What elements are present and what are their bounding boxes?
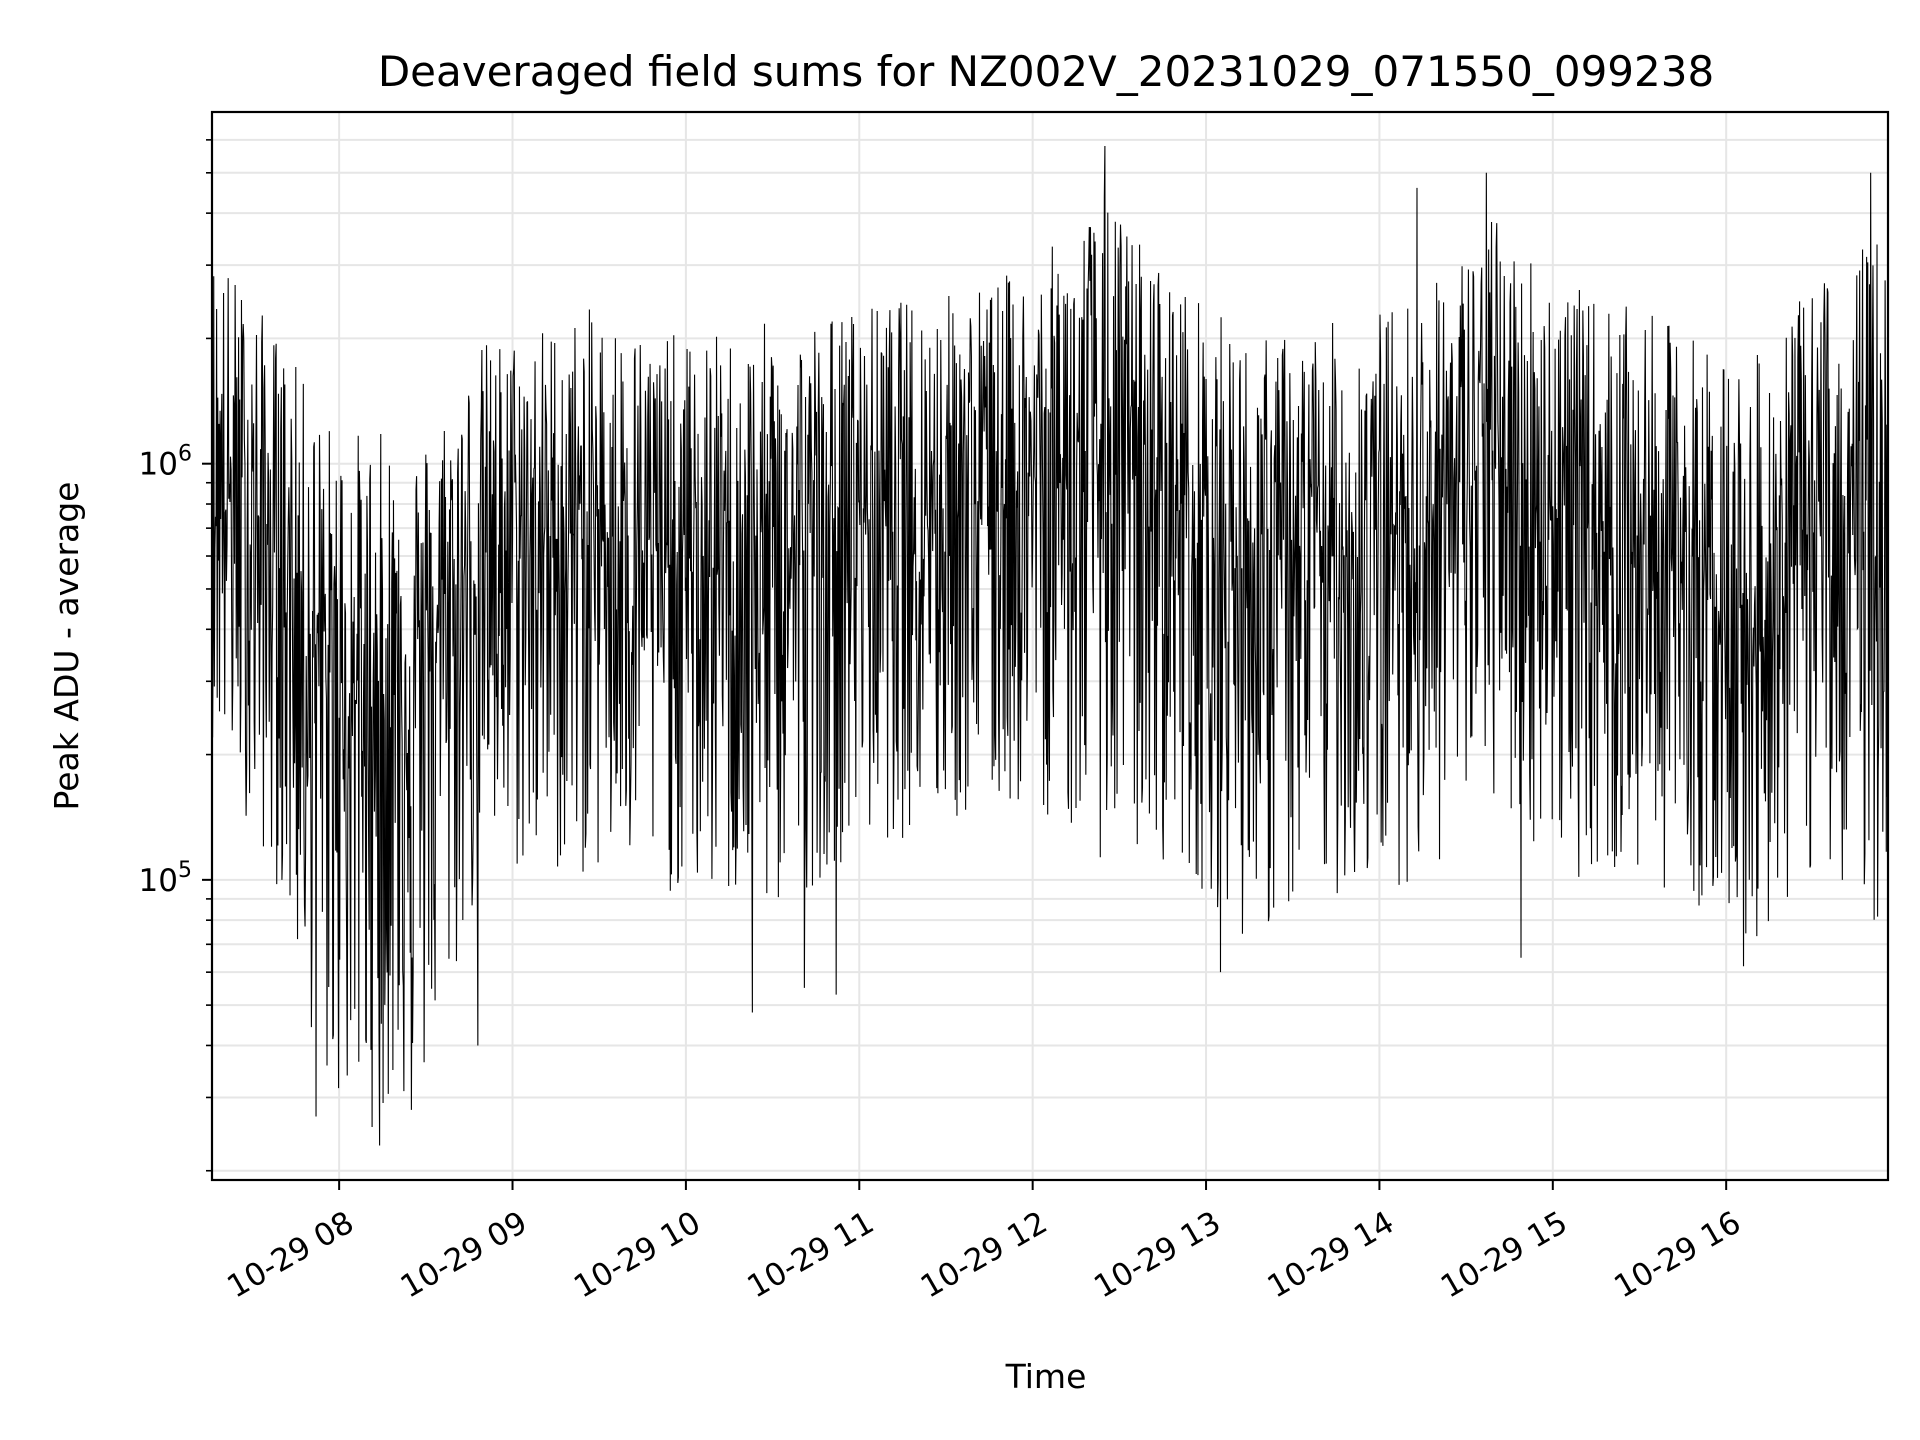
y-tick-label: 106 bbox=[139, 442, 192, 483]
y-tick-label-base: 10 bbox=[139, 447, 178, 483]
chart-title: Deaveraged field sums for NZ002V_2023102… bbox=[378, 47, 1714, 96]
y-tick-label-exponent: 5 bbox=[178, 858, 192, 883]
series-line-path bbox=[211, 145, 1889, 1146]
y-axis-label: Peak ADU - average bbox=[47, 482, 86, 811]
y-tick-label-exponent: 6 bbox=[178, 442, 192, 467]
y-tick-label: 105 bbox=[139, 858, 192, 899]
plot-frame bbox=[210, 110, 1890, 1182]
x-axis-label: Time bbox=[1005, 1357, 1087, 1396]
y-tick-label-base: 10 bbox=[139, 863, 178, 899]
series-line bbox=[211, 145, 1889, 1146]
